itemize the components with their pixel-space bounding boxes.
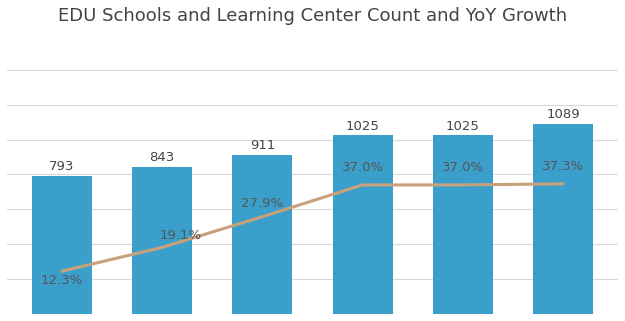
Text: 1025: 1025	[346, 119, 379, 133]
Title: EDU Schools and Learning Center Count and YoY Growth: EDU Schools and Learning Center Count an…	[58, 7, 567, 25]
Bar	[32, 176, 92, 314]
Text: 843: 843	[149, 151, 175, 164]
Bar	[232, 155, 292, 314]
Text: 19.1%: 19.1%	[159, 229, 201, 242]
Text: 37.0%: 37.0%	[442, 161, 484, 174]
Text: 793: 793	[49, 160, 75, 173]
Text: 12.3%: 12.3%	[41, 274, 83, 287]
Bar	[332, 135, 392, 314]
Text: 37.3%: 37.3%	[542, 160, 584, 173]
Text: 1025: 1025	[446, 119, 480, 133]
Bar	[432, 135, 493, 314]
Bar	[533, 124, 593, 314]
Text: 27.9%: 27.9%	[241, 197, 284, 210]
Text: 37.0%: 37.0%	[341, 161, 384, 174]
Text: 911: 911	[250, 139, 275, 152]
Bar	[132, 167, 192, 314]
Text: 1089: 1089	[546, 108, 580, 121]
